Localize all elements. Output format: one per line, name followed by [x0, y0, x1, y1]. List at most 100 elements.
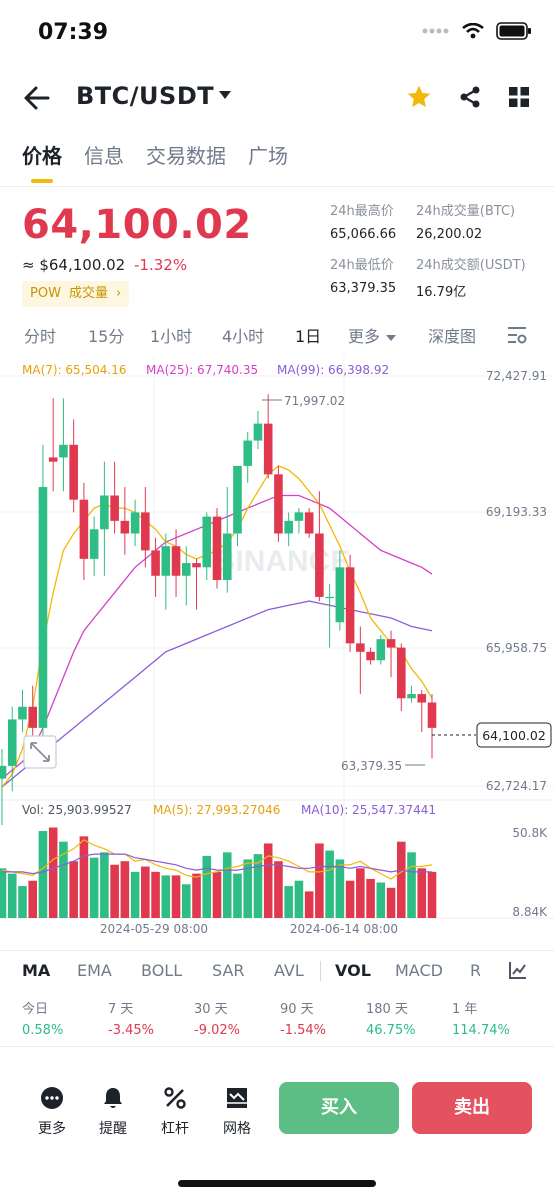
- buy-button[interactable]: 买入: [279, 1082, 399, 1134]
- candle: [304, 512, 314, 534]
- price-axis-label: 65,958.75: [486, 641, 547, 655]
- candle: [18, 706, 27, 720]
- vol-ma10-legend: MA(10): 25,547.37441: [301, 803, 436, 817]
- home-indicator: [178, 1180, 376, 1187]
- ind-more[interactable]: R: [470, 961, 480, 980]
- ind-ema[interactable]: EMA: [77, 961, 112, 980]
- interval-15m[interactable]: 15分: [88, 327, 125, 346]
- grid-button[interactable]: 网格: [212, 1084, 262, 1138]
- volume-bar: [284, 886, 293, 918]
- tab-square[interactable]: 广场: [248, 144, 288, 168]
- pair-title[interactable]: BTC/USDT: [76, 82, 215, 110]
- stat-vol-usdt-label: 24h成交额(USDT): [416, 258, 526, 273]
- indicator-settings-icon[interactable]: [508, 960, 528, 980]
- candle: [427, 702, 437, 728]
- wifi-icon: [462, 23, 484, 39]
- stat-high: 24h最高价 65,066.66: [330, 200, 440, 242]
- volume-bar: [130, 871, 140, 918]
- kline-chart[interactable]: BINANCE MA(7): 65,504.16 MA(25): 67,740.…: [0, 356, 554, 944]
- perf-90d: 90 天 -1.54%: [280, 998, 326, 1038]
- interval-timeline[interactable]: 分时: [24, 327, 57, 346]
- price-axis-label: 62,724.17: [486, 779, 547, 793]
- stat-low-label: 24h最低价: [330, 258, 394, 273]
- chart-settings-icon[interactable]: [506, 325, 528, 345]
- back-arrow-icon[interactable]: [22, 84, 52, 112]
- volume-bar: [366, 878, 375, 918]
- grid-label: 网格: [223, 1121, 251, 1137]
- ind-sar[interactable]: SAR: [212, 961, 245, 980]
- battery-icon: [496, 22, 531, 40]
- ind-boll[interactable]: BOLL: [141, 961, 183, 980]
- tab-price[interactable]: 价格: [22, 140, 62, 183]
- candle: [161, 546, 171, 576]
- vol-axis-label: 50.8K: [512, 826, 548, 840]
- divider: [0, 186, 554, 187]
- interval-more[interactable]: 更多: [348, 323, 397, 347]
- price-axis-label: 72,427.91: [486, 369, 547, 383]
- more-dots-icon: [41, 1087, 63, 1109]
- last-price: 64,100.02: [22, 202, 252, 248]
- ind-ma[interactable]: MA: [22, 961, 51, 980]
- ind-avl[interactable]: AVL: [274, 961, 304, 980]
- expand-icon[interactable]: [23, 735, 57, 769]
- volume-bar: [427, 871, 437, 918]
- candle: [212, 516, 222, 580]
- interval-1h[interactable]: 1小时: [150, 327, 193, 346]
- ind-divider: [320, 961, 321, 981]
- x-axis-label: 2024-05-29 08:00: [100, 922, 208, 936]
- leverage-label: 杠杆: [161, 1121, 189, 1137]
- ind-vol[interactable]: VOL: [335, 961, 371, 980]
- volume-bar: [7, 873, 17, 918]
- caret-down-icon[interactable]: [218, 90, 232, 100]
- volume-bar: [253, 854, 263, 918]
- perf-1y: 1 年 114.74%: [452, 998, 510, 1038]
- candle: [28, 706, 38, 728]
- alert-button[interactable]: 提醒: [88, 1084, 138, 1138]
- leverage-button[interactable]: 杠杆: [150, 1084, 200, 1138]
- volume-bar: [69, 861, 78, 918]
- ma25-legend: MA(25): 67,740.35: [146, 363, 258, 377]
- ind-macd[interactable]: MACD: [395, 961, 443, 980]
- candle: [345, 567, 355, 644]
- volume-bar: [181, 884, 191, 918]
- perf-label: 30 天: [194, 1002, 228, 1017]
- ma99-line: [1, 600, 433, 788]
- candle: [284, 520, 293, 534]
- candle: [192, 563, 201, 568]
- more-button[interactable]: 更多: [27, 1084, 77, 1138]
- divider: [0, 1046, 554, 1047]
- candle: [48, 457, 58, 462]
- tab-trading-data[interactable]: 交易数据: [146, 144, 226, 168]
- sell-button[interactable]: 卖出: [412, 1082, 532, 1134]
- candle: [110, 495, 119, 521]
- kline-svg[interactable]: BINANCE MA(7): 65,504.16 MA(25): 67,740.…: [0, 356, 554, 944]
- perf-today: 今日 0.58%: [22, 998, 63, 1038]
- candle: [171, 546, 181, 576]
- interval-1d[interactable]: 1日: [295, 327, 322, 346]
- price-usd-line: ≈ $64,100.02 -1.32%: [22, 256, 187, 274]
- volume-bar: [89, 857, 99, 918]
- perf-label: 180 天: [366, 1002, 408, 1017]
- perf-value: 46.75%: [366, 1023, 416, 1038]
- candle: [356, 643, 365, 652]
- perf-value: 114.74%: [452, 1023, 510, 1038]
- tab-info[interactable]: 信息: [84, 144, 124, 168]
- last-price-tag-text: 64,100.02: [482, 728, 546, 743]
- tag-pill[interactable]: POW 成交量 ›: [22, 281, 130, 307]
- perf-value: 0.58%: [22, 1023, 64, 1038]
- volume-bar: [151, 871, 160, 918]
- candle: [396, 647, 406, 699]
- volume-bar: [325, 850, 334, 918]
- star-icon[interactable]: [406, 84, 432, 110]
- volume-bar: [100, 852, 109, 918]
- grid-menu-icon[interactable]: [508, 86, 530, 108]
- volume-bar: [28, 880, 38, 918]
- candle: [7, 719, 17, 766]
- stat-vol-btc: 24h成交量(BTC) 26,200.02: [416, 200, 554, 242]
- share-icon[interactable]: [458, 85, 482, 109]
- volume-bar: [315, 843, 324, 918]
- volume-bar: [386, 887, 396, 918]
- interval-depth[interactable]: 深度图: [428, 327, 477, 346]
- interval-4h[interactable]: 4小时: [222, 327, 265, 346]
- stat-high-label: 24h最高价: [330, 204, 394, 219]
